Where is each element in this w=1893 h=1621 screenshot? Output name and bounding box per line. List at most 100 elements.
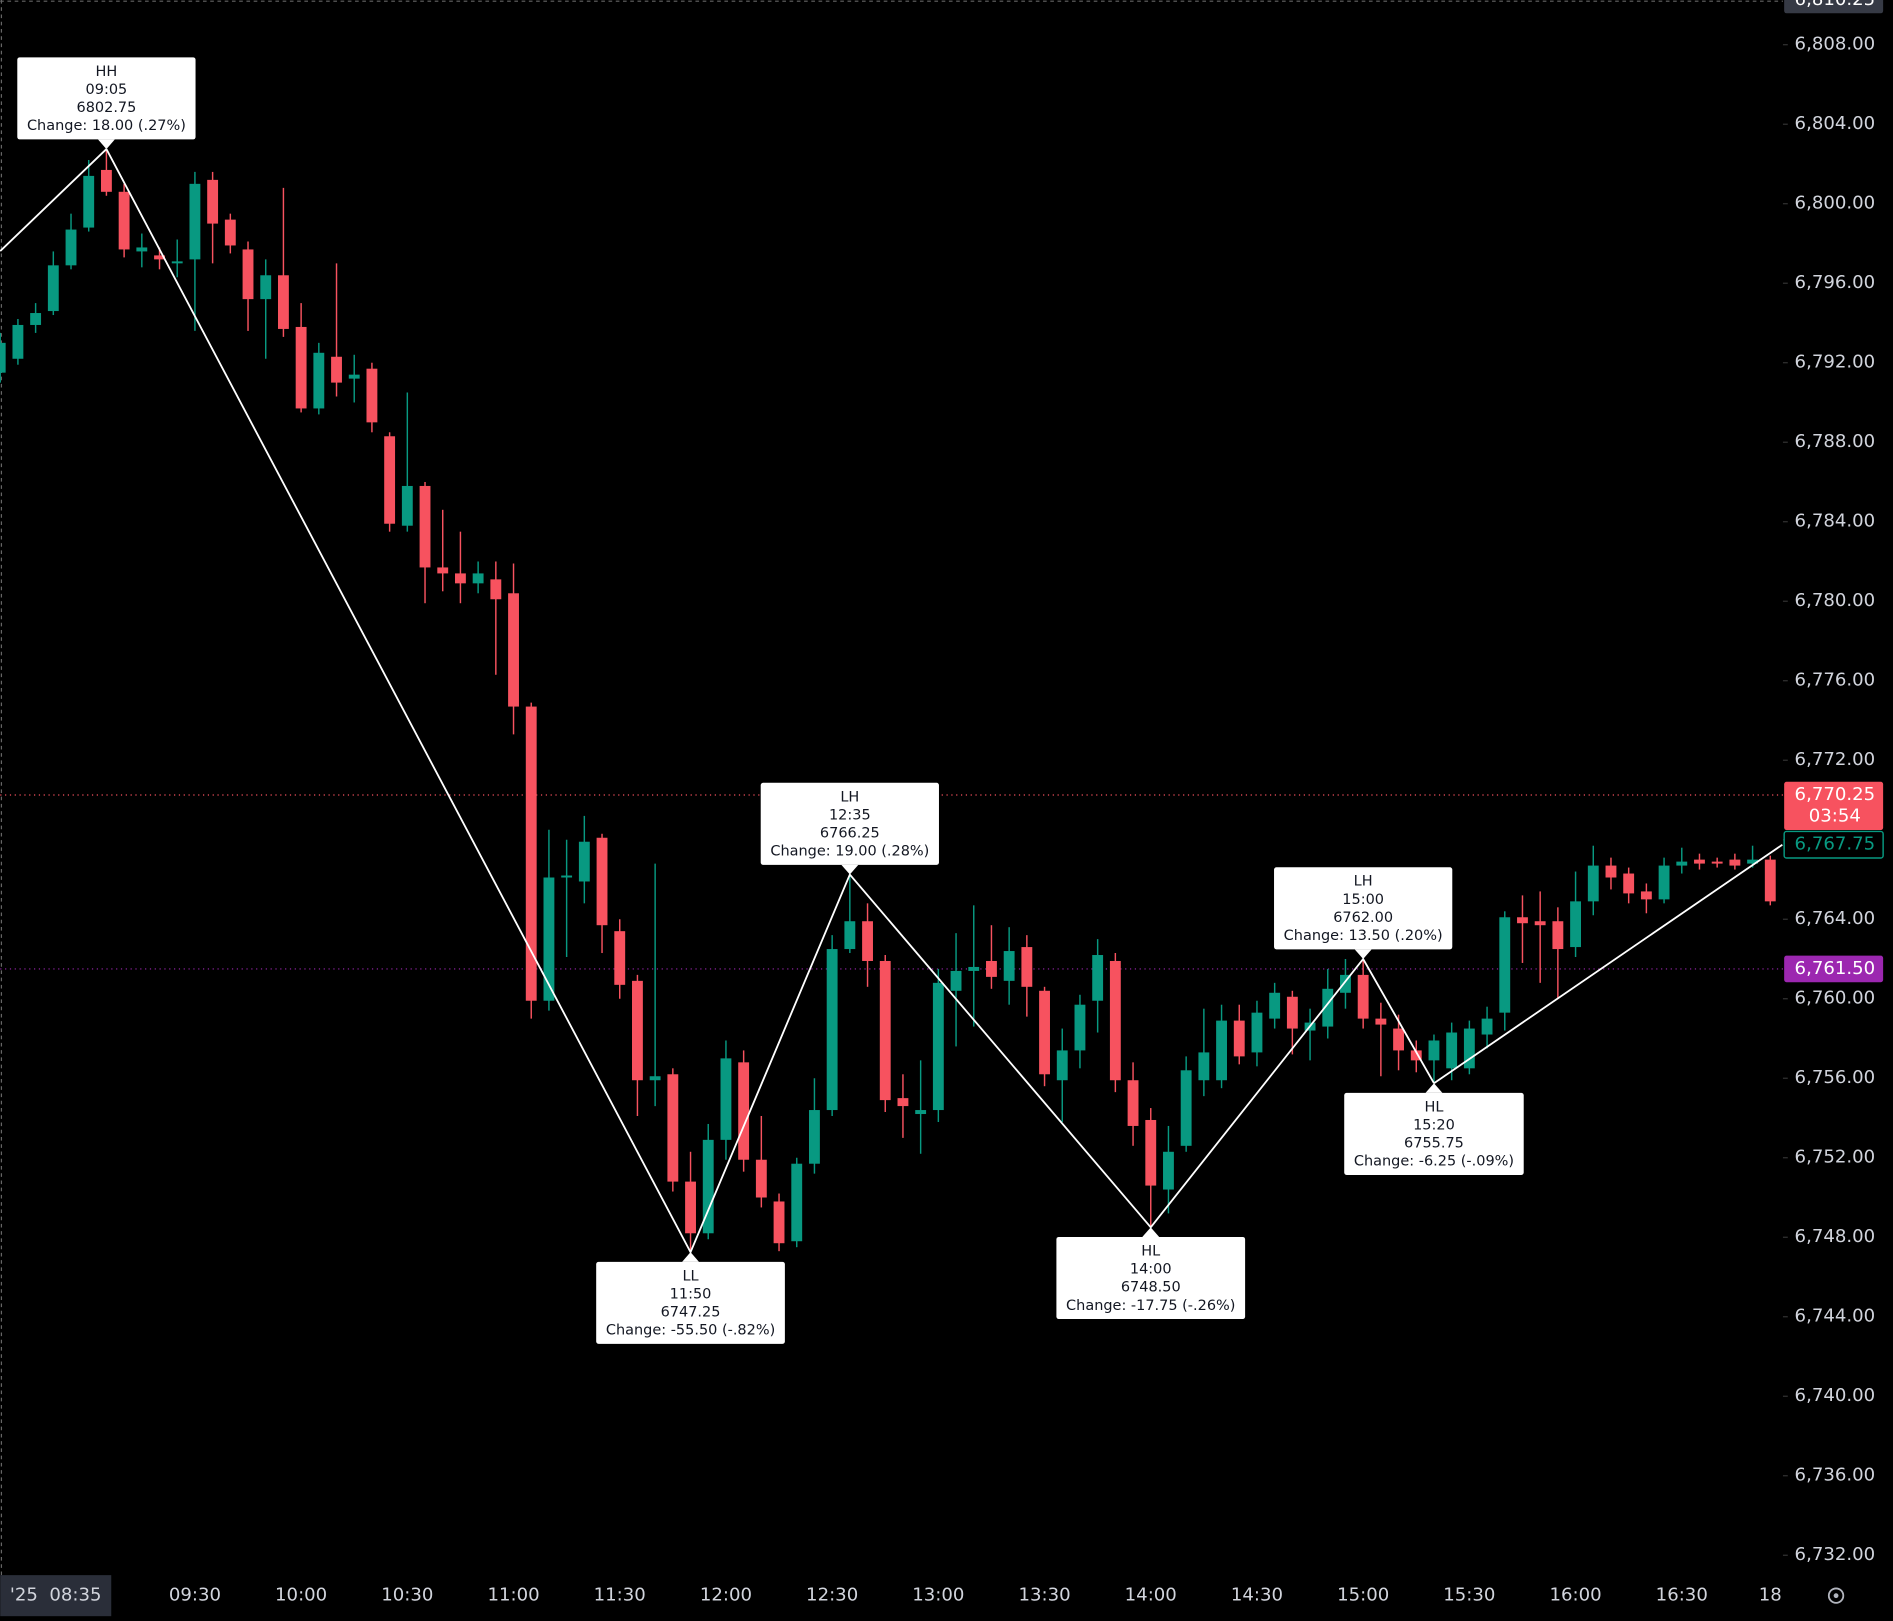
candle-body: [384, 436, 396, 524]
y-tick-label: 6,740.00: [1795, 1385, 1876, 1406]
price-label-box: [1784, 781, 1884, 831]
candle-body: [578, 841, 590, 882]
annotation-label: LL: [682, 1268, 698, 1284]
annotation-pointer: [1142, 1227, 1160, 1237]
y-tick-label: 6,780.00: [1795, 590, 1876, 611]
annotation-change: Change: -55.50 (-.82%): [606, 1323, 775, 1339]
zigzag-lead: [0, 148, 108, 252]
candle-body: [1517, 917, 1528, 924]
candle-body: [1340, 974, 1351, 993]
candle-body: [1092, 955, 1104, 1001]
candle-body: [189, 183, 201, 260]
annotation-time: 15:00: [1342, 892, 1384, 908]
price-label: 6,761.50: [1795, 958, 1876, 979]
candle-body: [437, 567, 449, 574]
candle-body: [809, 1110, 820, 1164]
price-label: 6,770.25: [1795, 784, 1876, 805]
candle-body: [1605, 865, 1617, 878]
annotation-pointer: [97, 139, 115, 150]
candle-body: [0, 342, 6, 373]
y-tick-label: 6,792.00: [1795, 352, 1876, 373]
candle-body: [171, 261, 183, 264]
candle-body: [1764, 859, 1776, 902]
candle-body: [1375, 1018, 1387, 1025]
candle-body: [1216, 1020, 1227, 1081]
y-tick-label: 6,744.00: [1795, 1306, 1876, 1327]
candle-body: [649, 1076, 661, 1081]
x-tick-label: 10:30: [381, 1585, 433, 1606]
candle-body: [1446, 1032, 1458, 1069]
x-tick-label: 13:30: [1018, 1585, 1070, 1606]
annotation-time: 12:35: [829, 807, 871, 823]
candle-body: [313, 352, 325, 409]
candle-body: [454, 573, 466, 584]
settings-icon[interactable]: [1827, 1587, 1845, 1604]
x-tick-label: 11:00: [487, 1585, 539, 1606]
candle-body: [118, 191, 130, 250]
candle-body: [1109, 960, 1121, 1081]
candle-body: [738, 1062, 750, 1160]
annotation-box: [596, 1261, 785, 1344]
candle-body: [543, 877, 555, 1001]
x-cursor-box: [0, 1575, 112, 1617]
candle-body: [154, 255, 165, 260]
y-tick-label: 6,776.00: [1795, 670, 1876, 691]
annotation-label: HL: [1424, 1099, 1443, 1115]
candle-body: [1163, 1151, 1174, 1190]
x-tick-label: 16:00: [1549, 1585, 1601, 1606]
candle-body: [1534, 921, 1546, 926]
candle-body: [366, 368, 378, 423]
y-tick-label: 6,804.00: [1795, 113, 1876, 134]
candle-body: [1587, 865, 1599, 902]
x-tick-label: 12:30: [806, 1585, 858, 1606]
y-tick-label: 6,756.00: [1795, 1067, 1876, 1088]
annotation-time: 11:50: [670, 1286, 712, 1302]
x-tick-label: 15:30: [1443, 1585, 1495, 1606]
x-tick-label: 13:00: [912, 1585, 964, 1606]
candle-body: [667, 1074, 679, 1182]
candle-body: [1694, 859, 1705, 864]
price-label-box: [1784, 955, 1884, 983]
annotation-price: 6747.25: [661, 1305, 721, 1321]
y-tick-label: 6,800.00: [1795, 193, 1876, 214]
annotation-label: HL: [1141, 1243, 1160, 1259]
candle-body: [295, 326, 307, 409]
annotation-label: HH: [96, 64, 118, 80]
candle-body: [968, 966, 980, 971]
candle-body: [472, 573, 484, 584]
x-tick-label: 15:00: [1337, 1585, 1389, 1606]
candle-body: [12, 324, 24, 359]
candle-body: [1322, 988, 1334, 1027]
price-label-box: [1783, 830, 1884, 859]
candle-body: [1074, 1004, 1086, 1051]
candle-body: [1021, 947, 1033, 987]
y-tick-label: 6,796.00: [1795, 272, 1876, 293]
candle-body: [862, 921, 873, 961]
candle-body: [1269, 992, 1281, 1019]
candle-body: [720, 1058, 732, 1140]
x-tick-label: 10:00: [275, 1585, 327, 1606]
x-tick-label: 14:30: [1231, 1585, 1283, 1606]
candle-body: [1711, 861, 1723, 864]
candle-body: [1428, 1040, 1440, 1061]
candle-body: [1570, 901, 1582, 948]
candle-body: [47, 265, 59, 312]
candle-body: [561, 875, 573, 878]
x-tick-label: 09:30: [169, 1585, 221, 1606]
candle-body: [791, 1163, 803, 1242]
y-tick-label: 6,760.00: [1795, 988, 1876, 1009]
annotation: LH 15:00 6762.00 Change: 13.50 (.20%): [1274, 867, 1453, 959]
annotation-box: [1344, 1092, 1524, 1175]
candle-body: [826, 949, 838, 1111]
annotation: LL 11:50 6747.25 Change: -55.50 (-.82%): [596, 1252, 785, 1344]
candle-body: [30, 313, 42, 325]
candle-body: [1286, 996, 1298, 1029]
price-countdown: 03:54: [1809, 806, 1861, 827]
candle-body: [1003, 951, 1015, 981]
candle-body: [1481, 1018, 1493, 1035]
price-label: 6,767.75: [1795, 834, 1876, 855]
candle-body: [490, 579, 502, 600]
candle-body: [508, 593, 519, 707]
annotation: HL 15:20 6755.75 Change: -6.25 (-.09%): [1344, 1083, 1524, 1175]
